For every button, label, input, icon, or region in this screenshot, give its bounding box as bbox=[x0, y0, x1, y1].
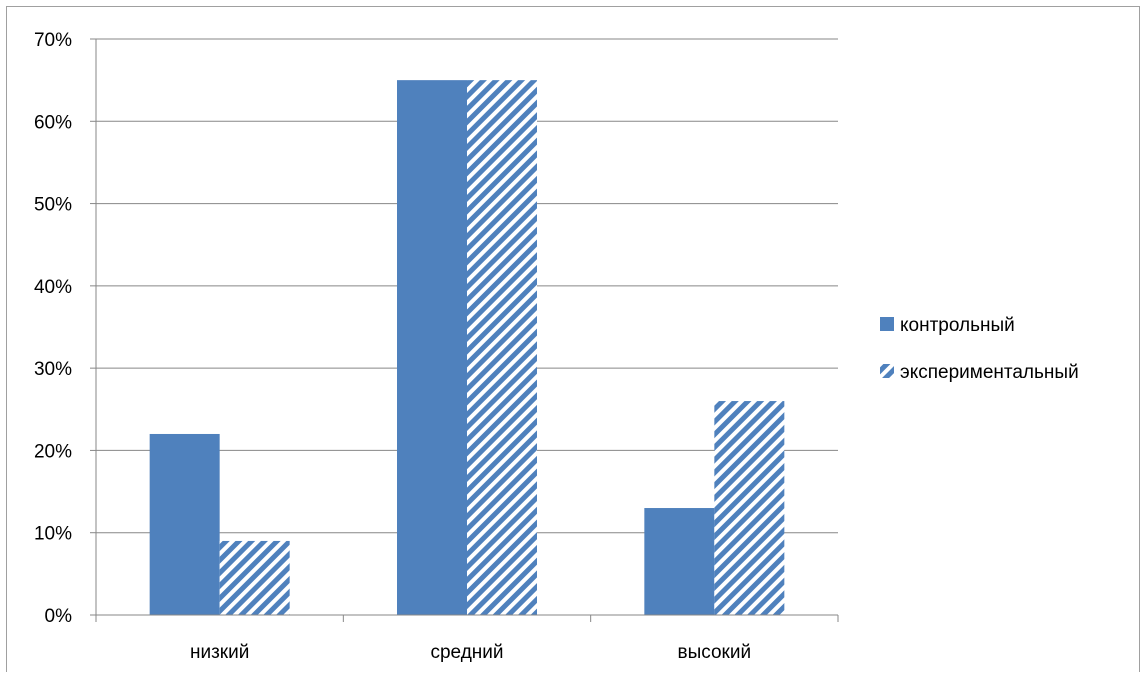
y-tick-label: 30% bbox=[34, 359, 72, 380]
bar-experimental-2 bbox=[714, 401, 785, 615]
y-tick-label: 10% bbox=[34, 524, 72, 545]
legend: контрольный экспериментальный bbox=[880, 315, 1079, 383]
y-tick-label: 20% bbox=[34, 441, 72, 462]
legend-swatch-control bbox=[880, 317, 894, 331]
bar-experimental-1 bbox=[467, 80, 537, 615]
y-tick-label: 0% bbox=[45, 606, 73, 627]
chart-frame bbox=[6, 6, 1140, 672]
x-tick-label: высокий bbox=[678, 642, 752, 663]
y-tick-label: 50% bbox=[34, 195, 72, 216]
bar-control-0 bbox=[149, 433, 220, 615]
legend-label: контрольный bbox=[900, 315, 1015, 336]
axes bbox=[90, 38, 839, 622]
bar-control-2 bbox=[644, 508, 715, 615]
y-tick-label: 60% bbox=[34, 112, 72, 133]
bar-control-1 bbox=[397, 80, 467, 615]
x-tick-label: средний bbox=[430, 642, 503, 663]
legend-label: экспериментальный bbox=[900, 362, 1079, 383]
tick-labels: 0% 10% 20% 30% 40% 50% 60% 70% низкий средний высо… bbox=[34, 30, 751, 663]
x-tick-label: низкий bbox=[190, 642, 249, 663]
y-tick-label: 40% bbox=[34, 277, 72, 298]
y-tick-label: 70% bbox=[34, 30, 72, 51]
bar-experimental-0 bbox=[219, 540, 290, 615]
legend-swatch-experimental bbox=[880, 364, 894, 378]
bars bbox=[149, 80, 785, 615]
